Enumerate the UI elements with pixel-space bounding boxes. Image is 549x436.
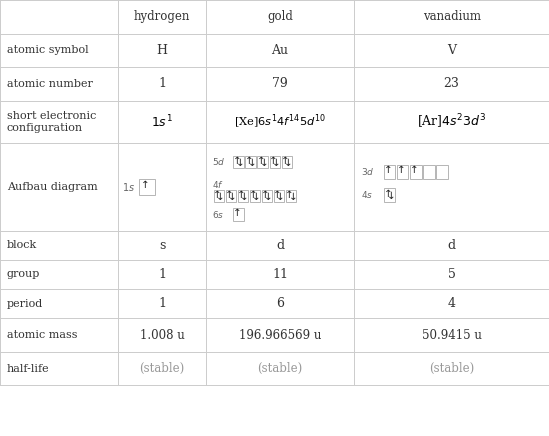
Text: ↓: ↓	[236, 158, 244, 168]
Text: ↑: ↑	[285, 190, 294, 200]
Text: ↓: ↓	[240, 192, 249, 202]
Text: ↓: ↓	[228, 192, 237, 202]
Text: ↑: ↑	[257, 156, 266, 166]
Text: ↓: ↓	[216, 192, 225, 202]
Text: ↑: ↑	[410, 165, 418, 175]
Text: ↑: ↑	[141, 181, 149, 191]
Text: ↑: ↑	[225, 190, 234, 200]
Bar	[250, 190, 260, 202]
Text: ↑: ↑	[213, 190, 222, 200]
Text: s: s	[159, 239, 165, 252]
Text: $4f$: $4f$	[212, 179, 225, 191]
Bar	[270, 156, 280, 168]
Text: 11: 11	[272, 268, 288, 281]
Text: short electronic
configuration: short electronic configuration	[7, 111, 96, 133]
Text: [Xe]$6s^{1}4f^{14}5d^{10}$: [Xe]$6s^{1}4f^{14}5d^{10}$	[234, 113, 326, 131]
Text: (stable): (stable)	[139, 362, 184, 375]
Text: d: d	[447, 239, 456, 252]
Text: d: d	[276, 239, 284, 252]
Text: 4: 4	[447, 297, 456, 310]
Text: ↓: ↓	[284, 158, 293, 168]
Text: ↓: ↓	[264, 192, 273, 202]
Text: half-life: half-life	[7, 364, 49, 374]
Text: 1: 1	[158, 78, 166, 90]
Bar	[384, 188, 395, 201]
Text: $5d$: $5d$	[212, 156, 226, 167]
Text: 1.008 u: 1.008 u	[139, 329, 184, 341]
Bar	[238, 190, 248, 202]
Text: period: period	[7, 299, 43, 309]
Text: ↓: ↓	[252, 192, 261, 202]
Bar	[245, 156, 256, 168]
Text: Aufbau diagram: Aufbau diagram	[7, 182, 97, 192]
Text: (stable): (stable)	[257, 362, 302, 375]
Bar	[282, 156, 292, 168]
Text: H: H	[156, 44, 167, 57]
Text: ↑: ↑	[383, 165, 392, 175]
Text: ↑: ↑	[237, 190, 246, 200]
Text: 196.966569 u: 196.966569 u	[239, 329, 321, 341]
Text: ↑: ↑	[273, 190, 282, 200]
Text: ↑: ↑	[396, 165, 405, 175]
Text: vanadium: vanadium	[423, 10, 480, 23]
Bar	[139, 179, 155, 195]
Text: $1s^{1}$: $1s^{1}$	[151, 114, 173, 130]
Text: ↑: ↑	[383, 188, 392, 198]
Bar	[262, 190, 272, 202]
Text: (stable): (stable)	[429, 362, 474, 375]
Bar	[214, 190, 224, 202]
Bar	[397, 165, 408, 178]
Text: 1: 1	[158, 268, 166, 281]
Bar	[410, 165, 422, 178]
Text: hydrogen: hydrogen	[134, 10, 190, 23]
Text: 5: 5	[447, 268, 456, 281]
Bar	[384, 165, 395, 178]
Text: 6: 6	[276, 297, 284, 310]
Text: ↑: ↑	[269, 156, 278, 166]
Text: Au: Au	[272, 44, 288, 57]
Text: ↓: ↓	[288, 192, 297, 202]
Text: ↓: ↓	[248, 158, 256, 168]
Text: ↑: ↑	[245, 156, 254, 166]
Text: $4s$: $4s$	[361, 189, 373, 201]
Bar	[233, 208, 244, 221]
Bar	[257, 156, 268, 168]
Text: atomic number: atomic number	[7, 79, 92, 89]
Text: atomic mass: atomic mass	[7, 330, 77, 340]
Text: ↑: ↑	[233, 156, 242, 166]
Bar	[286, 190, 296, 202]
Text: atomic symbol: atomic symbol	[7, 45, 88, 55]
Text: 23: 23	[444, 78, 460, 90]
Text: $1s$: $1s$	[122, 181, 136, 193]
Text: ↑: ↑	[233, 208, 242, 218]
Bar	[274, 190, 284, 202]
Text: $6s$: $6s$	[212, 209, 225, 220]
Text: group: group	[7, 269, 40, 279]
Text: 50.9415 u: 50.9415 u	[422, 329, 481, 341]
Text: ↓: ↓	[260, 158, 268, 168]
Text: 79: 79	[272, 78, 288, 90]
Bar	[233, 156, 244, 168]
Text: ↓: ↓	[387, 191, 396, 201]
Bar	[423, 165, 435, 178]
Text: block: block	[7, 240, 37, 250]
Text: ↓: ↓	[272, 158, 281, 168]
Text: V: V	[447, 44, 456, 57]
Text: 1: 1	[158, 297, 166, 310]
Text: ↑: ↑	[249, 190, 258, 200]
Text: $3d$: $3d$	[361, 166, 374, 177]
Text: ↓: ↓	[276, 192, 285, 202]
Text: [Ar]$4s^{2}3d^{3}$: [Ar]$4s^{2}3d^{3}$	[417, 113, 486, 131]
Text: ↑: ↑	[281, 156, 290, 166]
Bar	[226, 190, 236, 202]
Text: gold: gold	[267, 10, 293, 23]
Bar	[436, 165, 448, 178]
Text: ↑: ↑	[261, 190, 270, 200]
